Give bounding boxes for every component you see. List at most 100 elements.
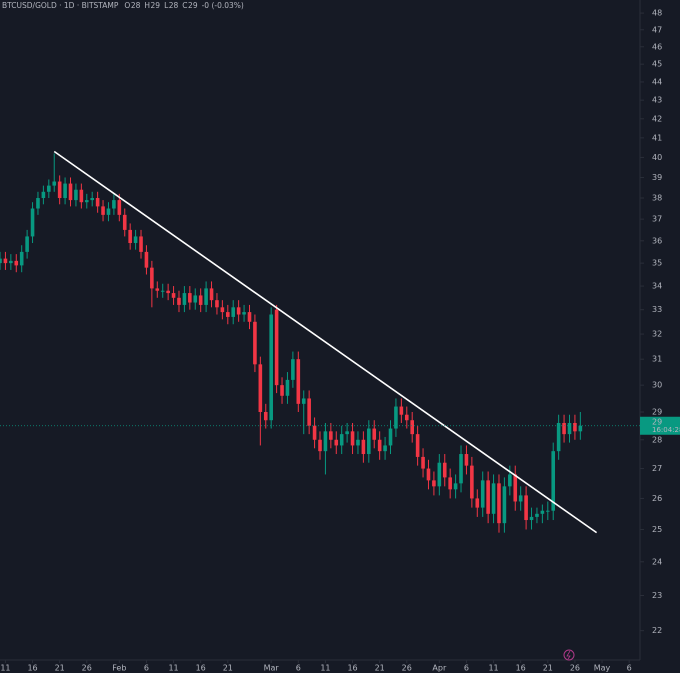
candle-body bbox=[578, 425, 583, 432]
candle-body bbox=[30, 208, 35, 237]
candle-body bbox=[160, 290, 165, 292]
ohlc-value: 29 bbox=[188, 1, 198, 10]
ohlc-value: 28 bbox=[169, 1, 179, 10]
candle-body bbox=[9, 260, 13, 264]
y-tick-label: 37 bbox=[652, 215, 662, 224]
y-tick-label: 23 bbox=[652, 591, 662, 600]
x-tick-label: May bbox=[594, 664, 611, 673]
x-tick-label: 6 bbox=[627, 664, 632, 673]
candle-body bbox=[106, 208, 111, 215]
x-tick-label: 16 bbox=[347, 664, 357, 673]
y-tick-label: 36 bbox=[652, 236, 662, 245]
candle-body bbox=[567, 422, 572, 435]
candle-body bbox=[296, 359, 301, 404]
candle-body bbox=[437, 462, 442, 487]
candle-body bbox=[453, 483, 458, 490]
y-tick-label: 24 bbox=[652, 557, 662, 566]
candle-body bbox=[410, 420, 415, 435]
x-tick-label: 11 bbox=[0, 664, 10, 673]
candle-body bbox=[508, 474, 512, 487]
y-tick-label: 42 bbox=[652, 114, 662, 123]
candle-body bbox=[166, 290, 170, 294]
y-tick-label: 29 bbox=[652, 407, 662, 416]
candle-body bbox=[52, 181, 57, 186]
candle-body bbox=[573, 422, 577, 432]
y-tick-label: 25 bbox=[652, 525, 662, 534]
ohlc-label: O bbox=[124, 1, 130, 10]
x-tick-label: 6 bbox=[296, 664, 301, 673]
candle-body bbox=[486, 480, 490, 514]
candle-body bbox=[225, 312, 230, 317]
x-tick-label: Apr bbox=[432, 664, 447, 673]
candle-body bbox=[220, 307, 225, 313]
x-tick-label: 11 bbox=[488, 664, 498, 673]
candle-body bbox=[0, 258, 2, 264]
candle-body bbox=[339, 434, 344, 446]
candle-body bbox=[3, 258, 8, 264]
candle-body bbox=[518, 495, 523, 502]
y-tick-label: 40 bbox=[652, 153, 662, 162]
y-tick-label: 48 bbox=[652, 9, 662, 18]
y-tick-label: 22 bbox=[652, 626, 662, 635]
candle-body bbox=[68, 183, 73, 201]
candle-body bbox=[236, 307, 241, 315]
candle-body bbox=[394, 406, 398, 429]
candle-body bbox=[133, 236, 138, 244]
x-tick-label: 11 bbox=[168, 664, 178, 673]
symbol-title: BTCUSD/GOLD · 1D · BITSTAMP bbox=[2, 1, 119, 10]
candle-body bbox=[448, 477, 452, 490]
candle-body bbox=[377, 439, 382, 452]
y-tick-label: 35 bbox=[652, 259, 662, 268]
candle-body bbox=[63, 183, 67, 199]
candle-body bbox=[502, 486, 507, 524]
x-tick-label: 26 bbox=[570, 664, 580, 673]
trend-line bbox=[53, 150, 598, 534]
y-tick-label: 44 bbox=[652, 77, 662, 86]
candle-body bbox=[182, 293, 187, 305]
candle-body bbox=[247, 312, 252, 322]
candle-body bbox=[442, 462, 447, 478]
x-tick-label: 16 bbox=[196, 664, 206, 673]
price-label: 29 bbox=[652, 417, 662, 426]
candle-body bbox=[144, 251, 149, 268]
candle-body bbox=[551, 451, 556, 511]
x-tick-label: 6 bbox=[464, 664, 469, 673]
candle-body bbox=[556, 422, 561, 452]
candle-body bbox=[171, 293, 176, 298]
countdown: 16:04:28 bbox=[652, 426, 680, 434]
y-tick-label: 38 bbox=[652, 194, 662, 203]
x-tick-label: Feb bbox=[112, 664, 126, 673]
candle-body bbox=[74, 189, 78, 201]
alert-icon[interactable] bbox=[563, 649, 575, 661]
candle-body bbox=[529, 516, 534, 521]
candle-body bbox=[198, 295, 203, 305]
candle-body bbox=[356, 439, 360, 446]
candle-body bbox=[388, 428, 393, 446]
ohlc-value: 28 bbox=[131, 1, 141, 10]
y-tick-label: 39 bbox=[652, 173, 662, 182]
candle-body bbox=[139, 236, 143, 252]
ohlc-value: 29 bbox=[151, 1, 161, 10]
y-tick-label: 43 bbox=[652, 96, 662, 105]
candle-body bbox=[231, 307, 236, 317]
candle-body bbox=[47, 185, 51, 192]
candle-body bbox=[361, 439, 366, 455]
x-tick-label: 26 bbox=[82, 664, 92, 673]
x-tick-label: 21 bbox=[375, 664, 385, 673]
legend-header: BTCUSD/GOLD · 1D · BITSTAMP O 28 H 29 L 28 C 29-… bbox=[2, 1, 244, 10]
candle-body bbox=[155, 288, 160, 291]
candle-body bbox=[545, 510, 550, 512]
candle-body bbox=[215, 300, 219, 308]
candle-body bbox=[209, 288, 214, 301]
candle-body bbox=[464, 454, 469, 466]
candle-body bbox=[334, 439, 339, 446]
candle-body bbox=[562, 422, 566, 435]
x-tick-label: Mar bbox=[264, 664, 280, 673]
candle-body bbox=[90, 198, 95, 201]
candle-body bbox=[57, 181, 62, 199]
y-tick-label: 31 bbox=[652, 355, 662, 364]
price-label-box bbox=[640, 416, 680, 435]
candle-body bbox=[19, 251, 24, 266]
candle-body bbox=[307, 398, 311, 426]
